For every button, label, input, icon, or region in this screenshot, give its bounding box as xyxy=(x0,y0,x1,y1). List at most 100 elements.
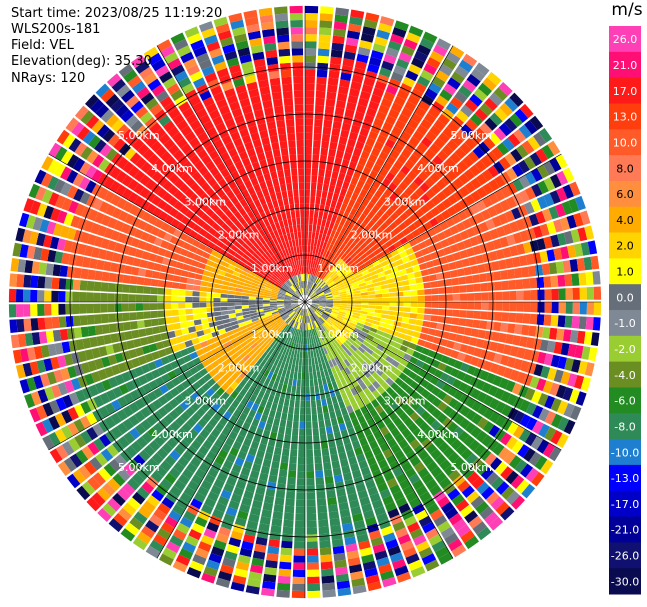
velocity-gate xyxy=(40,248,50,262)
velocity-gate xyxy=(363,350,371,359)
velocity-gate xyxy=(251,379,260,388)
velocity-gate xyxy=(285,119,295,127)
velocity-gate xyxy=(351,317,359,322)
velocity-gate xyxy=(227,309,236,315)
velocity-gate xyxy=(574,195,586,211)
velocity-gate xyxy=(318,280,324,287)
velocity-gate xyxy=(47,176,59,191)
velocity-gate xyxy=(275,389,282,398)
velocity-gate xyxy=(111,152,124,166)
velocity-gate xyxy=(234,309,243,313)
velocity-gate xyxy=(316,83,327,92)
velocity-gate xyxy=(493,161,505,174)
velocity-gate xyxy=(285,112,294,120)
velocity-gate xyxy=(171,377,181,387)
velocity-gate xyxy=(334,279,342,285)
velocity-gate xyxy=(175,554,191,567)
velocity-gate xyxy=(378,340,387,348)
velocity-gate xyxy=(313,378,319,387)
velocity-gate xyxy=(431,288,439,295)
velocity-gate xyxy=(333,298,341,301)
velocity-gate xyxy=(246,337,254,344)
velocity-gate xyxy=(387,339,396,347)
velocity-gate xyxy=(316,310,323,316)
velocity-gate xyxy=(26,347,37,361)
velocity-gate xyxy=(307,252,310,260)
velocity-gate xyxy=(327,497,337,506)
velocity-gate xyxy=(315,104,325,113)
velocity-gate xyxy=(144,116,158,130)
velocity-gate xyxy=(353,293,361,297)
velocity-gate xyxy=(361,198,370,207)
velocity-gate xyxy=(366,315,374,320)
velocity-gate xyxy=(335,150,344,159)
velocity-gate xyxy=(234,517,247,527)
velocity-gate xyxy=(265,114,275,123)
velocity-gate xyxy=(533,225,543,239)
velocity-gate xyxy=(367,266,376,273)
colorbar-tick-label: 21.0 xyxy=(613,59,638,72)
velocity-gate xyxy=(165,273,174,281)
velocity-gate xyxy=(493,87,508,101)
velocity-gate xyxy=(446,51,461,65)
velocity-gate xyxy=(85,165,97,179)
velocity-gate xyxy=(354,210,362,219)
velocity-gate xyxy=(470,177,482,190)
velocity-gate xyxy=(447,451,460,464)
velocity-gate xyxy=(204,264,213,272)
velocity-gate xyxy=(306,308,310,316)
velocity-gate xyxy=(230,581,245,592)
velocity-gate xyxy=(276,303,284,305)
velocity-gate xyxy=(188,326,196,333)
velocity-gate xyxy=(209,47,223,59)
velocity-gate xyxy=(343,220,351,229)
velocity-gate xyxy=(409,284,418,291)
velocity-gate xyxy=(387,40,402,52)
velocity-gate xyxy=(147,427,159,439)
velocity-gate xyxy=(260,245,268,253)
velocity-gate xyxy=(487,311,496,321)
velocity-gate xyxy=(421,399,431,410)
velocity-gate xyxy=(358,390,367,400)
velocity-gate xyxy=(289,254,294,262)
velocity-gate xyxy=(279,419,287,428)
velocity-gate xyxy=(336,338,343,346)
velocity-gate xyxy=(284,505,295,514)
velocity-gate xyxy=(537,180,549,194)
velocity-gate xyxy=(323,275,330,282)
velocity-gate xyxy=(390,443,401,454)
velocity-gate xyxy=(523,156,536,170)
velocity-gate xyxy=(362,225,371,234)
velocity-gate xyxy=(326,259,332,267)
velocity-gate xyxy=(162,192,173,203)
velocity-gate xyxy=(254,145,264,155)
velocity-gate xyxy=(294,231,298,240)
velocity-gate xyxy=(141,481,155,494)
velocity-gate xyxy=(232,271,241,277)
velocity-gate xyxy=(308,315,312,323)
velocity-gate xyxy=(383,91,396,102)
velocity-gate xyxy=(465,397,476,409)
velocity-gate xyxy=(118,210,129,222)
velocity-gate xyxy=(509,113,523,128)
velocity-gate xyxy=(334,356,341,365)
velocity-gate xyxy=(494,388,505,400)
velocity-gate xyxy=(229,101,241,112)
velocity-gate xyxy=(270,223,277,232)
velocity-gate xyxy=(247,210,255,220)
velocity-gate xyxy=(468,515,483,529)
velocity-gate xyxy=(293,283,298,291)
velocity-gate xyxy=(170,32,186,45)
velocity-gate xyxy=(494,461,508,475)
velocity-gate xyxy=(466,365,477,376)
velocity-gate xyxy=(263,325,271,331)
velocity-gate xyxy=(214,61,227,72)
velocity-gate xyxy=(333,21,347,31)
velocity-gate xyxy=(155,65,170,78)
velocity-gate xyxy=(183,58,197,70)
velocity-gate xyxy=(335,216,342,225)
velocity-gate xyxy=(459,142,472,155)
velocity-gate xyxy=(22,362,33,377)
velocity-gate xyxy=(500,322,509,333)
velocity-gate xyxy=(509,92,524,107)
